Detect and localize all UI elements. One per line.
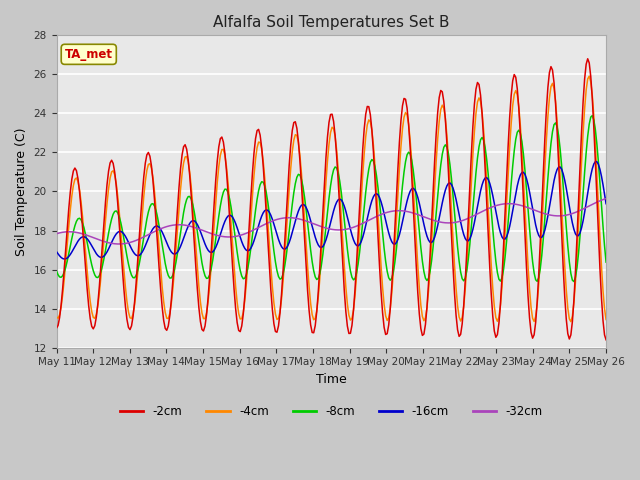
- Y-axis label: Soil Temperature (C): Soil Temperature (C): [15, 127, 28, 256]
- Legend: -2cm, -4cm, -8cm, -16cm, -32cm: -2cm, -4cm, -8cm, -16cm, -32cm: [115, 400, 548, 423]
- Text: TA_met: TA_met: [65, 48, 113, 61]
- X-axis label: Time: Time: [316, 373, 347, 386]
- Title: Alfalfa Soil Temperatures Set B: Alfalfa Soil Temperatures Set B: [213, 15, 449, 30]
